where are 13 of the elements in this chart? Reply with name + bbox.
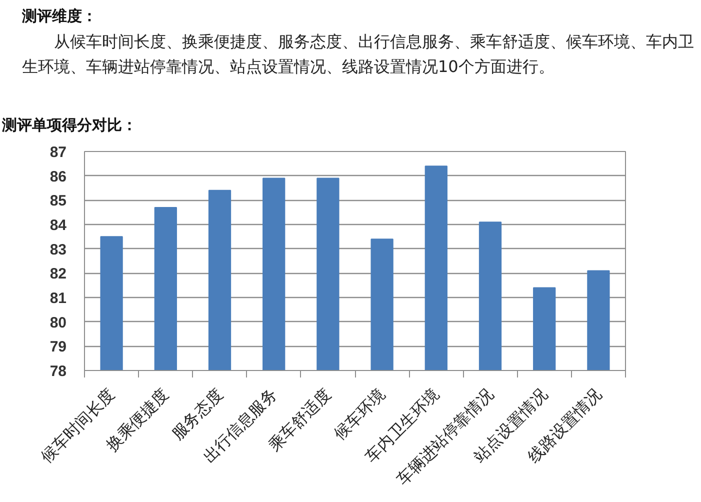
y-tick-label: 81 bbox=[50, 290, 67, 307]
y-tick-label: 79 bbox=[50, 338, 67, 356]
y-tick-label: 86 bbox=[50, 168, 67, 186]
y-tick-label: 82 bbox=[50, 266, 67, 283]
y-tick-label: 84 bbox=[50, 217, 68, 234]
chart-title: 测评单项得分对比： bbox=[1, 115, 137, 136]
y-tick-label: 85 bbox=[50, 192, 67, 210]
text: 从候车时间长度、换乘便捷度、服务态度、出行信息服务、乘车舒适度、候车环境、车内卫生环境、车辆进站停靠情况、站点设置情况、线路设置情况10个方面进行。 bbox=[21, 31, 695, 78]
y-tick-label: 83 bbox=[50, 241, 67, 258]
y-tick-label: 87 bbox=[50, 144, 67, 161]
y-tick-label: 78 bbox=[50, 363, 67, 380]
text: 测评维度： bbox=[21, 6, 98, 27]
y-tick-label: 80 bbox=[50, 314, 67, 332]
